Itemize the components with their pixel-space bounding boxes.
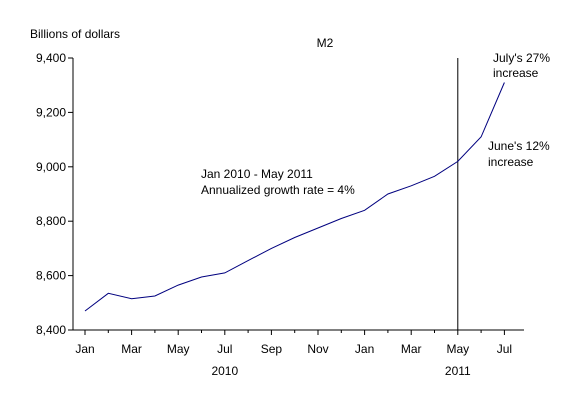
year-label: 2010 [211,364,238,378]
axes [72,58,524,331]
m2-series-line [84,82,505,312]
annotation-growth-line2: Annualized growth rate = 4% [201,183,355,197]
x-tick-label: Jan [75,342,94,356]
x-tick-label: Mar [401,342,422,356]
x-tick-label: Jan [355,342,374,356]
chart-title: M2 [317,36,334,50]
y-tick-label: 8,800 [36,214,66,228]
annotation-july-line1: July's 27% [493,51,550,65]
x-tick-label: May [446,342,469,356]
y-axis-ticks: 8,400 8,600 8,800 9,000 9,200 9,400 [36,51,73,337]
x-axis-ticks: Jan Mar May Jul Sep Nov Jan Mar May Jul [75,330,512,356]
x-tick-label: May [167,342,190,356]
x-tick-label: Jul [497,342,512,356]
y-tick-label: 9,000 [36,160,66,174]
x-tick-label: Nov [307,342,328,356]
annotation-june-line1: June's 12% [488,139,550,153]
x-tick-label: Sep [261,342,283,356]
year-label: 2011 [445,364,471,378]
annotation-july-line2: increase [493,66,539,80]
annotation-growth-line1: Jan 2010 - May 2011 [201,167,313,181]
x-tick-label: Jul [217,342,232,356]
x-tick-label: Mar [121,342,142,356]
y-axis-label: Billions of dollars [30,27,120,41]
annotation-june-line2: increase [488,155,534,169]
year-labels: 2010 2011 [211,364,471,378]
y-tick-label: 8,400 [36,323,66,337]
y-tick-label: 8,600 [36,269,66,283]
y-tick-label: 9,200 [36,105,66,119]
y-tick-label: 9,400 [36,51,66,65]
